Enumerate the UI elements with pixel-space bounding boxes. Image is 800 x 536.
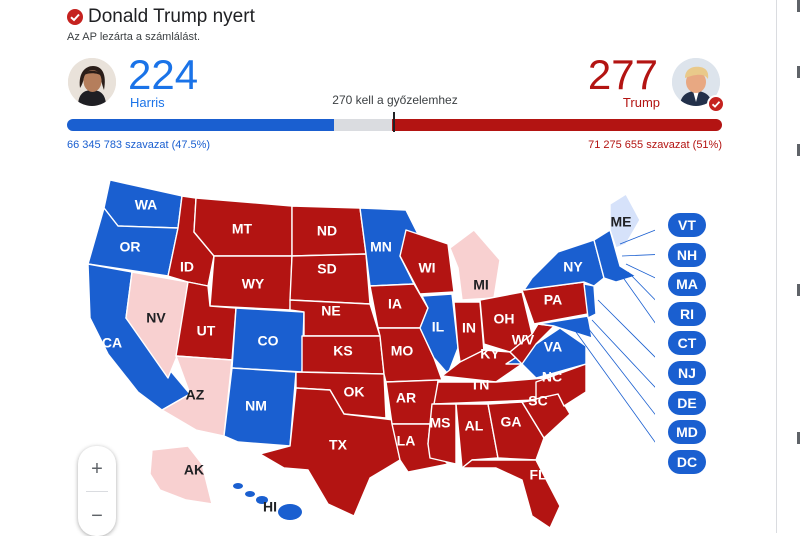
state-nv[interactable] [125, 271, 189, 379]
label-mi: MI [473, 277, 489, 293]
check-circle-icon [67, 9, 83, 25]
rail-mark [797, 144, 800, 156]
state-me[interactable] [609, 193, 641, 249]
state-labels: WA OR CA NV ID MT WY UT AZ CO NM ND SD N… [102, 197, 632, 515]
state-al[interactable] [455, 403, 499, 469]
rail-mark [797, 432, 800, 444]
state-ak[interactable] [149, 445, 213, 505]
zoom-in-button[interactable]: + [78, 449, 116, 489]
label-in: IN [462, 320, 476, 336]
label-ar: AR [396, 390, 416, 406]
trump-bar-fill [391, 119, 722, 131]
label-nd: ND [317, 223, 337, 239]
state-pill-vt[interactable]: VT [668, 213, 706, 237]
zoom-divider [86, 491, 108, 492]
state-nm[interactable] [223, 367, 297, 447]
minus-icon: − [91, 505, 103, 527]
label-ky: KY [480, 346, 500, 362]
label-la: LA [397, 433, 416, 449]
winner-check-icon [707, 95, 725, 113]
label-ga: GA [501, 414, 522, 430]
label-mo: MO [391, 343, 414, 359]
state-pill-ct[interactable]: CT [668, 331, 706, 356]
count-status: Az AP lezárta a számlálást. [67, 31, 201, 43]
us-electoral-map[interactable]: WA OR CA NV ID MT WY UT AZ CO NM ND SD N… [60, 168, 655, 528]
small-state-leaders [575, 229, 655, 443]
label-sc: SC [528, 393, 547, 409]
label-ut: UT [197, 323, 216, 339]
state-pill-nh[interactable]: NH [668, 242, 706, 267]
label-fl: FL [529, 467, 547, 483]
right-sidebar-edge [776, 0, 800, 533]
state-tx[interactable] [259, 387, 401, 517]
state-pill-ri[interactable]: RI [668, 301, 706, 326]
label-tx: TX [329, 437, 348, 453]
label-ks: KS [333, 343, 352, 359]
label-sd: SD [317, 261, 336, 277]
rail-mark [797, 284, 800, 296]
label-mt: MT [232, 221, 253, 237]
state-md[interactable] [537, 315, 593, 339]
state-fl[interactable] [461, 459, 561, 528]
state-ga[interactable] [487, 401, 545, 461]
label-nm: NM [245, 398, 267, 414]
state-va[interactable] [505, 327, 587, 379]
label-al: AL [465, 418, 484, 434]
label-wi: WI [418, 260, 435, 276]
harris-popular-vote: 66 345 783 szavazat (47.5%) [67, 139, 211, 151]
threshold-marker [393, 112, 395, 132]
harris-bar-fill [67, 119, 335, 131]
state-pill-md[interactable]: MD [668, 420, 706, 445]
label-ny: NY [563, 259, 583, 275]
threshold-label: 270 kell a győzelemhez [332, 93, 458, 107]
winner-headline: Donald Trump nyert [88, 6, 255, 27]
state-pill-dc[interactable]: DC [668, 449, 706, 474]
label-ms: MS [430, 415, 451, 431]
state-pill-nj[interactable]: NJ [668, 361, 706, 385]
state-ms[interactable] [427, 403, 457, 465]
label-va: VA [544, 339, 562, 355]
rail-mark [797, 66, 800, 78]
state-hi[interactable] [233, 483, 302, 520]
label-co: CO [258, 333, 279, 349]
state-pill-ma[interactable]: MA [668, 272, 706, 297]
label-az: AZ [186, 387, 205, 403]
label-ia: IA [388, 296, 402, 312]
electoral-progress-bar [67, 119, 722, 131]
harris-name: Harris [130, 95, 165, 110]
label-il: IL [432, 319, 445, 335]
label-ak: AK [184, 462, 204, 478]
rail-mark [797, 0, 800, 12]
label-ne: NE [321, 303, 340, 319]
label-nv: NV [146, 310, 166, 326]
label-mn: MN [370, 239, 392, 255]
state-wi[interactable] [399, 229, 455, 295]
label-wa: WA [135, 197, 158, 213]
label-me: ME [611, 214, 632, 230]
state-il[interactable] [419, 293, 459, 375]
label-ok: OK [344, 384, 365, 400]
label-wv: WV [512, 332, 535, 348]
harris-electoral-votes: 224 [128, 51, 199, 98]
state-pill-de[interactable]: DE [668, 390, 706, 415]
label-oh: OH [494, 311, 515, 327]
label-id: ID [180, 259, 194, 275]
election-panel: Donald Trump nyert Az AP lezárta a száml… [60, 6, 725, 536]
label-wy: WY [242, 276, 265, 292]
label-ca: CA [102, 335, 122, 351]
label-or: OR [120, 239, 141, 255]
trump-popular-vote: 71 275 655 szavazat (51%) [588, 139, 722, 151]
trump-name: Trump [622, 95, 660, 110]
harris-avatar[interactable] [68, 58, 116, 106]
map-zoom-control: + − [78, 446, 116, 536]
label-nc: NC [542, 369, 562, 385]
state-nc[interactable] [521, 363, 587, 407]
zoom-out-button[interactable]: − [78, 496, 116, 536]
state-ny[interactable] [523, 239, 605, 291]
label-pa: PA [544, 292, 562, 308]
label-tn: TN [471, 377, 490, 393]
label-hi: HI [263, 499, 277, 515]
trump-electoral-votes: 277 [587, 51, 658, 98]
plus-icon: + [91, 458, 103, 480]
